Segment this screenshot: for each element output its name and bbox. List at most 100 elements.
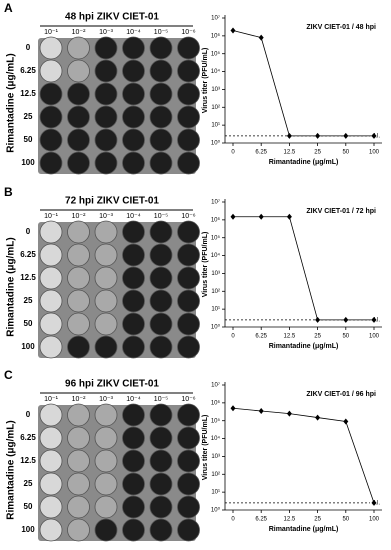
well bbox=[67, 243, 90, 267]
plate-ylabel: Rimantadine (μg/mL) bbox=[6, 53, 17, 152]
well bbox=[39, 105, 63, 129]
y-tick-label: 10⁴ bbox=[211, 68, 221, 75]
well bbox=[177, 128, 200, 152]
well bbox=[177, 105, 200, 129]
plate bbox=[38, 38, 196, 174]
x-tick-label: 25 bbox=[314, 150, 321, 156]
well bbox=[67, 59, 90, 83]
dilution-label: 10⁻³ bbox=[99, 29, 113, 36]
point bbox=[343, 418, 349, 425]
well bbox=[94, 243, 118, 267]
well bbox=[94, 403, 118, 427]
concentration-label: 100 bbox=[21, 342, 35, 351]
chart-title: ZIKV CIET-01 / 72 hpi bbox=[306, 208, 376, 215]
well bbox=[39, 403, 63, 427]
x-axis-label: Rimantadine (μg/mL) bbox=[269, 159, 339, 166]
well bbox=[177, 36, 200, 60]
well bbox=[67, 518, 90, 542]
well bbox=[122, 495, 145, 519]
well bbox=[39, 59, 63, 83]
well bbox=[149, 128, 173, 152]
well bbox=[67, 426, 90, 450]
well bbox=[39, 266, 63, 290]
well bbox=[177, 403, 200, 427]
well bbox=[94, 59, 118, 83]
chart-title: ZIKV CIET-01 / 48 hpi bbox=[306, 24, 376, 31]
well bbox=[39, 36, 63, 60]
concentration-label: 50 bbox=[24, 502, 33, 511]
y-tick-label: 10⁵ bbox=[211, 234, 221, 241]
line bbox=[233, 216, 374, 321]
panel-letter: B bbox=[4, 185, 13, 199]
well bbox=[149, 495, 173, 519]
y-tick-label: 10² bbox=[211, 105, 220, 111]
x-tick-label: 100 bbox=[369, 334, 380, 340]
point bbox=[315, 414, 321, 421]
x-tick-label: 6.25 bbox=[255, 150, 267, 156]
well bbox=[94, 495, 118, 519]
well bbox=[67, 36, 90, 60]
well bbox=[122, 59, 145, 83]
x-tick-label: 100 bbox=[369, 517, 380, 523]
y-tick-label: 10¹ bbox=[211, 123, 220, 129]
plate bbox=[38, 222, 196, 358]
concentration-label: 6.25 bbox=[20, 66, 36, 75]
well bbox=[122, 335, 145, 359]
well bbox=[177, 472, 200, 496]
well bbox=[39, 243, 63, 267]
point bbox=[258, 34, 264, 41]
x-tick-label: 100 bbox=[369, 150, 380, 156]
concentration-label: 6.25 bbox=[20, 433, 36, 442]
well bbox=[39, 472, 63, 496]
x-tick-label: 50 bbox=[342, 517, 349, 523]
y-tick-label: 10⁶ bbox=[211, 399, 221, 406]
well bbox=[122, 312, 145, 336]
well bbox=[149, 518, 173, 542]
well bbox=[67, 403, 90, 427]
well bbox=[39, 151, 63, 175]
chart-title: ZIKV CIET-01 / 96 hpi bbox=[306, 391, 376, 398]
well bbox=[177, 449, 200, 473]
x-tick-label: 50 bbox=[342, 150, 349, 156]
x-tick-label: 6.25 bbox=[255, 334, 267, 340]
dilution-label: 10⁻² bbox=[72, 213, 86, 220]
concentration-label: 50 bbox=[24, 135, 33, 144]
well bbox=[39, 426, 63, 450]
concentration-label: 100 bbox=[21, 158, 35, 167]
well bbox=[177, 266, 200, 290]
well bbox=[149, 220, 173, 244]
dilution-label: 10⁻⁴ bbox=[126, 213, 141, 220]
y-tick-label: 10² bbox=[211, 289, 220, 295]
point bbox=[286, 132, 292, 139]
dilution-label: 10⁻⁴ bbox=[126, 29, 141, 36]
x-tick-label: 50 bbox=[342, 334, 349, 340]
x-tick-label: 0 bbox=[231, 517, 235, 523]
well bbox=[122, 151, 145, 175]
well bbox=[67, 128, 90, 152]
well bbox=[149, 266, 173, 290]
concentration-label: 12.5 bbox=[20, 456, 36, 465]
well bbox=[67, 105, 90, 129]
well bbox=[122, 36, 145, 60]
well bbox=[94, 449, 118, 473]
point bbox=[286, 410, 292, 417]
well bbox=[177, 220, 200, 244]
well bbox=[67, 495, 90, 519]
well bbox=[67, 312, 90, 336]
concentration-label: 0 bbox=[26, 227, 31, 236]
well bbox=[67, 82, 90, 106]
y-tick-label: 10¹ bbox=[211, 490, 220, 496]
well bbox=[39, 128, 63, 152]
point bbox=[315, 316, 321, 323]
well bbox=[94, 335, 118, 359]
well bbox=[122, 426, 145, 450]
well bbox=[39, 289, 63, 313]
well bbox=[122, 472, 145, 496]
dilution-label: 10⁻³ bbox=[99, 213, 113, 220]
x-tick-label: 0 bbox=[231, 150, 235, 156]
well bbox=[94, 36, 118, 60]
well bbox=[122, 289, 145, 313]
well bbox=[177, 426, 200, 450]
point bbox=[371, 316, 377, 323]
